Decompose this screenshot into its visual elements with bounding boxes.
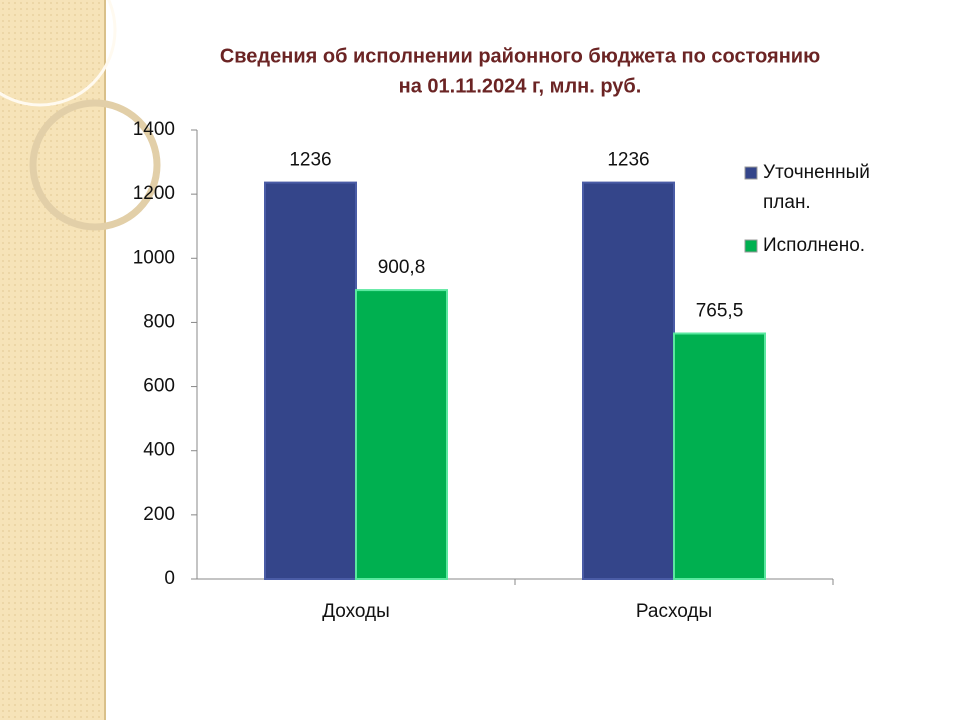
legend-marker [744, 166, 758, 180]
y-tick-label: 1400 [133, 119, 175, 140]
legend-label: Уточненный план. [763, 162, 870, 213]
value-label: 1236 [289, 150, 331, 171]
y-tick-label: 400 [143, 440, 175, 461]
x-tick-label: Расходы [636, 601, 712, 622]
decor-circle [29, 99, 161, 231]
y-tick-label: 0 [164, 568, 175, 589]
y-tick-label: 1000 [133, 247, 175, 268]
y-tick-label: 800 [143, 311, 175, 332]
legend-label: Исполнено. [763, 235, 866, 256]
y-tick-label: 1200 [133, 183, 175, 204]
chart-title: на 01.11.2024 г, млн. руб. [399, 75, 642, 97]
legend-marker [744, 239, 758, 253]
y-tick-label: 200 [143, 504, 175, 525]
bar [673, 332, 766, 581]
decor-circle [0, 0, 117, 107]
x-tick-label: Доходы [322, 601, 390, 622]
value-label: 765,5 [696, 301, 744, 322]
value-label: 1236 [607, 150, 649, 171]
side-strip [0, 0, 105, 720]
bar [355, 289, 448, 580]
y-tick-label: 600 [143, 376, 175, 397]
value-label: 900,8 [378, 257, 426, 278]
bar [264, 181, 357, 580]
bar [582, 181, 675, 580]
chart-title: Сведения об исполнении районного бюджета… [220, 45, 820, 67]
